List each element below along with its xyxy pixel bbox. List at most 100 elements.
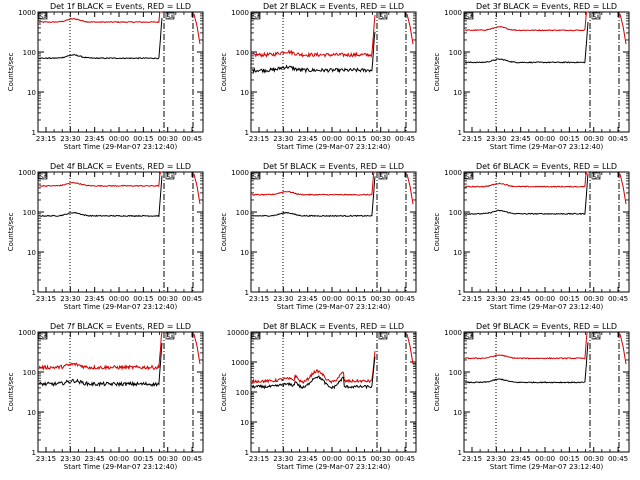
events-series-line (251, 356, 376, 390)
x-tick-label: 00:45 (395, 295, 415, 303)
lld-series-line (38, 331, 163, 371)
saa-label-right: SA (167, 175, 174, 181)
y-tick-label: 10 (240, 419, 249, 427)
y-tick-label: 1000 (18, 329, 36, 337)
lld-recovery-line (619, 333, 627, 365)
x-tick-label: 23:45 (85, 135, 105, 143)
lld-recovery-line (406, 13, 414, 45)
y-axis-label: Counts/sec (7, 53, 15, 92)
saa-label-left: SA (40, 175, 47, 181)
x-tick-label: 23:45 (298, 135, 318, 143)
y-tick-label: 1 (458, 289, 462, 297)
plot-frame (463, 11, 630, 133)
x-tick-label: 00:15 (559, 135, 579, 143)
y-tick-label: 10 (27, 249, 36, 257)
x-tick-label: 23:45 (511, 295, 531, 303)
plot-frame (250, 171, 417, 293)
chart-panel-3: Det 3f BLACK = Events, RED = LLD 1 10 100 10… (433, 2, 630, 151)
y-tick-label: 1 (245, 129, 249, 137)
x-tick-label: 00:15 (133, 135, 153, 143)
saa-box-left (38, 12, 48, 20)
y-axis-label: Counts/sec (220, 373, 228, 412)
saa-box-right (591, 12, 601, 20)
x-tick-label: 23:30 (486, 455, 506, 463)
x-tick-label: 00:45 (608, 135, 628, 143)
x-tick-label: 00:30 (371, 295, 391, 303)
x-tick-label: 00:00 (322, 295, 342, 303)
saa-box-right (591, 172, 601, 180)
x-tick-label: 00:15 (133, 455, 153, 463)
chart-title: Det 5f BLACK = Events, RED = LLD (263, 162, 404, 171)
y-tick-label: 1000 (444, 9, 462, 17)
y-tick-label: 100 (449, 49, 462, 57)
x-tick-label: 23:30 (60, 295, 80, 303)
saa-box-right (165, 332, 175, 340)
x-tick-label: 00:15 (346, 295, 366, 303)
y-tick-label: 1000 (18, 169, 36, 177)
x-tick-label: 23:45 (85, 295, 105, 303)
x-tick-label: 23:30 (486, 295, 506, 303)
saa-box-left (251, 12, 261, 20)
y-tick-label: 10 (27, 89, 36, 97)
x-tick-label: 23:30 (60, 135, 80, 143)
y-axis-label: Counts/sec (7, 373, 15, 412)
x-tick-label: 00:30 (371, 455, 391, 463)
chart-title: Det 2f BLACK = Events, RED = LLD (263, 2, 404, 11)
y-tick-label: 1 (245, 289, 249, 297)
y-tick-label: 1 (32, 449, 36, 457)
saa-label-right: SA (593, 335, 600, 341)
plot-frame (37, 171, 204, 293)
x-tick-label: 23:30 (486, 135, 506, 143)
events-series-line (464, 173, 589, 215)
y-axis-label: Counts/sec (433, 213, 441, 252)
lld-series-line (251, 351, 376, 385)
saa-label-left: SA (253, 15, 260, 21)
events-series-line (38, 175, 163, 218)
x-tick-label: 23:45 (511, 135, 531, 143)
saa-label-right: SA (593, 175, 600, 181)
saa-box-left (464, 12, 474, 20)
plot-frame (250, 331, 417, 453)
lld-series-line (38, 11, 162, 24)
x-tick-label: 00:30 (158, 135, 178, 143)
x-tick-label: 00:15 (559, 455, 579, 463)
y-tick-label: 100 (23, 209, 36, 217)
y-axis-label: Counts/sec (220, 213, 228, 252)
chart-title: Det 3f BLACK = Events, RED = LLD (476, 2, 617, 11)
x-tick-label: 00:45 (395, 455, 415, 463)
x-tick-label: 00:30 (584, 135, 604, 143)
lld-recovery-line (619, 13, 627, 45)
chart-panel-4: Det 4f BLACK = Events, RED = LLD 1 10 100 10… (7, 162, 204, 311)
chart-panel-6: Det 6f BLACK = Events, RED = LLD 1 10 100 10… (433, 162, 630, 311)
x-tick-label: 00:15 (133, 295, 153, 303)
x-tick-label: 00:30 (158, 295, 178, 303)
lld-recovery-line (619, 173, 627, 205)
chart-title: Det 9f BLACK = Events, RED = LLD (476, 322, 617, 331)
saa-box-right (591, 332, 601, 340)
lld-series-line (38, 171, 162, 188)
x-tick-label: 00:00 (109, 295, 129, 303)
x-axis-label: Start Time (29-Mar-07 23:12:40) (490, 463, 604, 471)
saa-label-left: SA (253, 175, 260, 181)
saa-label-right: SA (380, 15, 387, 21)
lld-recovery-line (193, 173, 201, 205)
x-tick-label: 23:30 (273, 295, 293, 303)
saa-box-right (378, 12, 388, 20)
events-series-line (39, 17, 163, 60)
events-series-line (38, 343, 163, 388)
x-tick-label: 23:45 (85, 455, 105, 463)
events-series-line (464, 21, 589, 64)
lld-recovery-line (406, 333, 414, 365)
x-tick-label: 23:15 (249, 295, 269, 303)
lld-recovery-line (193, 13, 201, 45)
x-tick-label: 23:45 (298, 295, 318, 303)
y-tick-label: 100 (449, 209, 462, 217)
x-tick-label: 00:00 (322, 455, 342, 463)
saa-label-left: SA (466, 175, 473, 181)
y-tick-label: 100 (23, 49, 36, 57)
x-tick-label: 23:15 (36, 455, 56, 463)
x-tick-label: 23:30 (60, 455, 80, 463)
x-tick-label: 23:15 (249, 135, 269, 143)
x-tick-label: 23:45 (298, 455, 318, 463)
